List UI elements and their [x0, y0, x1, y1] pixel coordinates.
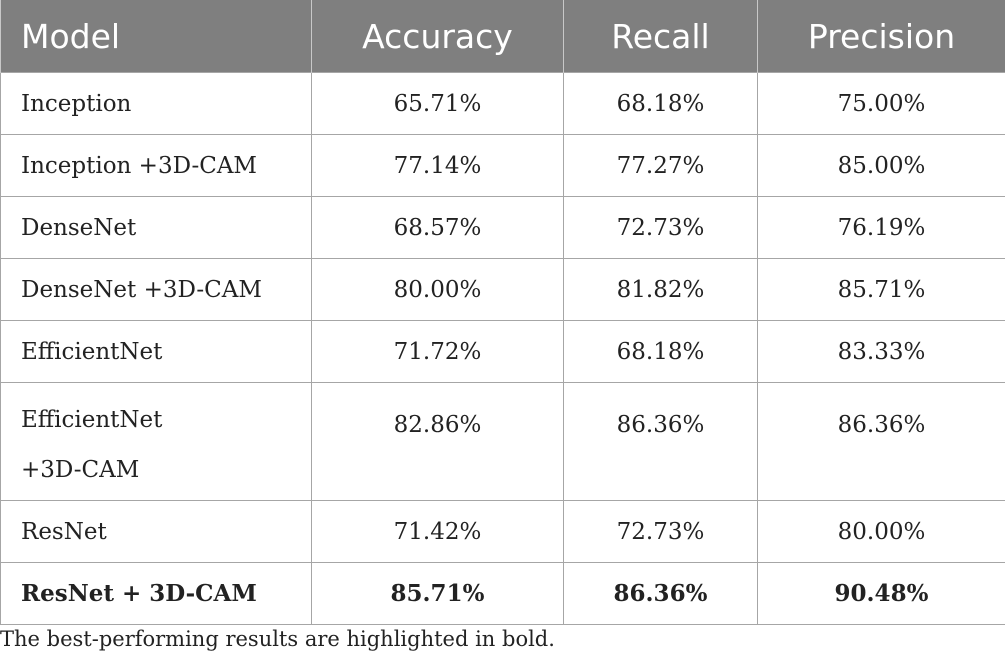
model-name-line1: EfficientNet: [21, 407, 163, 433]
accuracy-cell: 65.71%: [311, 72, 564, 135]
table-row: DenseNet +3D-CAM 80.00% 81.82% 85.71%: [0, 258, 1005, 321]
header-recall: Recall: [563, 0, 758, 73]
table-row-best: ResNet + 3D-CAM 85.71% 86.36% 90.48%: [0, 562, 1005, 625]
table-row: EfficientNet +3D-CAM 82.86% 86.36% 86.36%: [0, 382, 1005, 501]
model-cell: Inception: [0, 72, 312, 135]
accuracy-cell: 71.42%: [311, 500, 564, 563]
table-row: ResNet 71.42% 72.73% 80.00%: [0, 500, 1005, 563]
model-cell: ResNet: [0, 500, 312, 563]
model-cell: Inception +3D-CAM: [0, 134, 312, 197]
model-cell: EfficientNet: [0, 320, 312, 383]
recall-cell: 81.82%: [563, 258, 758, 321]
header-model: Model: [0, 0, 312, 73]
table-footnote: The best-performing results are highligh…: [0, 627, 555, 651]
accuracy-cell: 80.00%: [311, 258, 564, 321]
accuracy-cell: 85.71%: [311, 562, 564, 625]
recall-cell: 72.73%: [563, 196, 758, 259]
precision-cell: 85.00%: [757, 134, 1005, 197]
table-row: Inception 65.71% 68.18% 75.00%: [0, 72, 1005, 135]
accuracy-cell: 82.86%: [311, 382, 564, 501]
precision-cell: 80.00%: [757, 500, 1005, 563]
recall-cell: 68.18%: [563, 320, 758, 383]
precision-cell: 86.36%: [757, 382, 1005, 501]
header-row: Model Accuracy Recall Precision: [0, 0, 1005, 73]
table-row: Inception +3D-CAM 77.14% 77.27% 85.00%: [0, 134, 1005, 197]
header-precision: Precision: [757, 0, 1005, 73]
precision-cell: 83.33%: [757, 320, 1005, 383]
recall-cell: 77.27%: [563, 134, 758, 197]
accuracy-cell: 71.72%: [311, 320, 564, 383]
results-table: Model Accuracy Recall Precision Inceptio…: [0, 0, 1005, 625]
recall-cell: 86.36%: [563, 382, 758, 501]
precision-cell: 76.19%: [757, 196, 1005, 259]
precision-cell: 75.00%: [757, 72, 1005, 135]
recall-cell: 86.36%: [563, 562, 758, 625]
model-cell: DenseNet: [0, 196, 312, 259]
model-cell: EfficientNet +3D-CAM: [0, 382, 312, 501]
table-row: DenseNet 68.57% 72.73% 76.19%: [0, 196, 1005, 259]
accuracy-cell: 77.14%: [311, 134, 564, 197]
model-cell: ResNet + 3D-CAM: [0, 562, 312, 625]
recall-cell: 72.73%: [563, 500, 758, 563]
header-accuracy: Accuracy: [311, 0, 564, 73]
table-row: EfficientNet 71.72% 68.18% 83.33%: [0, 320, 1005, 383]
recall-cell: 68.18%: [563, 72, 758, 135]
model-name-line2: +3D-CAM: [21, 457, 140, 483]
accuracy-cell: 68.57%: [311, 196, 564, 259]
model-cell: DenseNet +3D-CAM: [0, 258, 312, 321]
precision-cell: 90.48%: [757, 562, 1005, 625]
precision-cell: 85.71%: [757, 258, 1005, 321]
